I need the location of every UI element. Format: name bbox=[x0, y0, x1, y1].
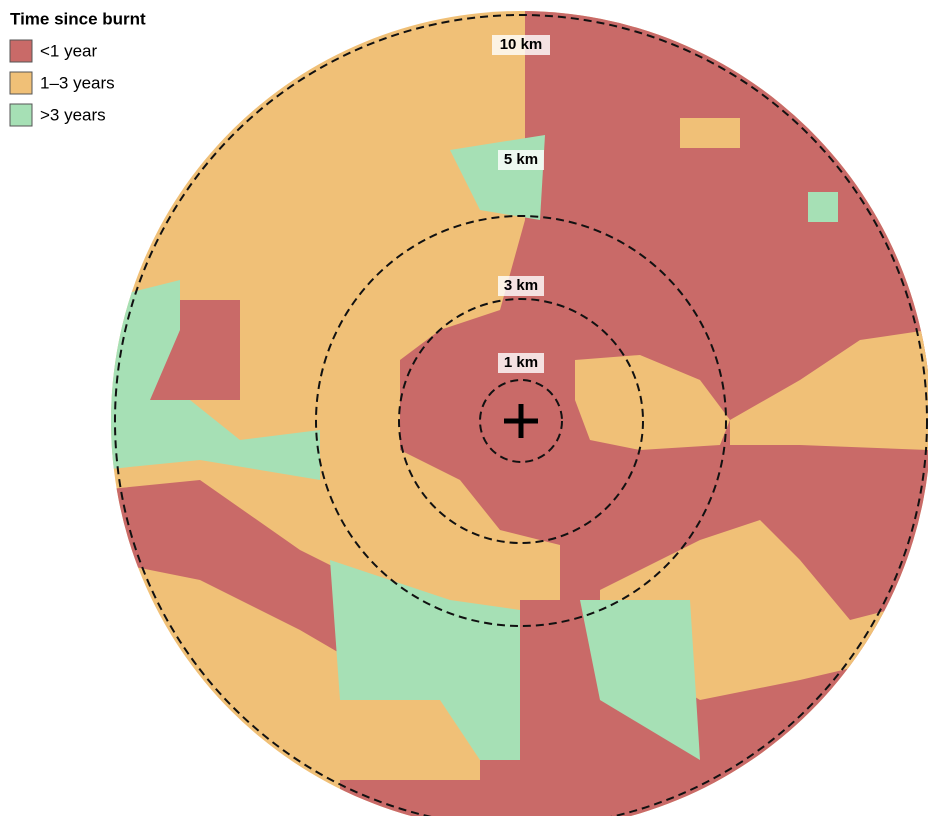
region bbox=[680, 118, 740, 148]
legend-swatch bbox=[9, 103, 33, 127]
ring bbox=[114, 14, 928, 816]
ring-label-bg bbox=[492, 35, 550, 55]
center-cross bbox=[504, 404, 538, 438]
region bbox=[808, 192, 838, 222]
legend-swatch bbox=[9, 71, 33, 95]
legend-swatch bbox=[9, 39, 33, 63]
region bbox=[730, 330, 928, 450]
region bbox=[575, 355, 730, 450]
region bbox=[580, 600, 700, 760]
ring-label-bg bbox=[498, 353, 544, 373]
legend-label: >3 years bbox=[40, 105, 106, 124]
ring bbox=[315, 215, 727, 627]
legend: <1 year 1–3 years >3 years bbox=[9, 39, 115, 127]
region bbox=[330, 560, 520, 760]
legend-title: Time since burnt bbox=[10, 9, 146, 28]
ring bbox=[479, 379, 563, 463]
ring bbox=[398, 298, 644, 544]
ring-label: 10 km bbox=[500, 36, 543, 53]
legend-label: 1–3 years bbox=[40, 73, 115, 92]
ring-label: 1 km bbox=[504, 354, 538, 371]
ring-label-bg bbox=[498, 276, 544, 296]
region bbox=[111, 280, 320, 480]
ring-label-bg bbox=[498, 150, 544, 170]
ring-label: 5 km bbox=[504, 151, 538, 168]
ring-label: 3 km bbox=[504, 277, 538, 294]
legend-label: <1 year bbox=[40, 41, 98, 60]
